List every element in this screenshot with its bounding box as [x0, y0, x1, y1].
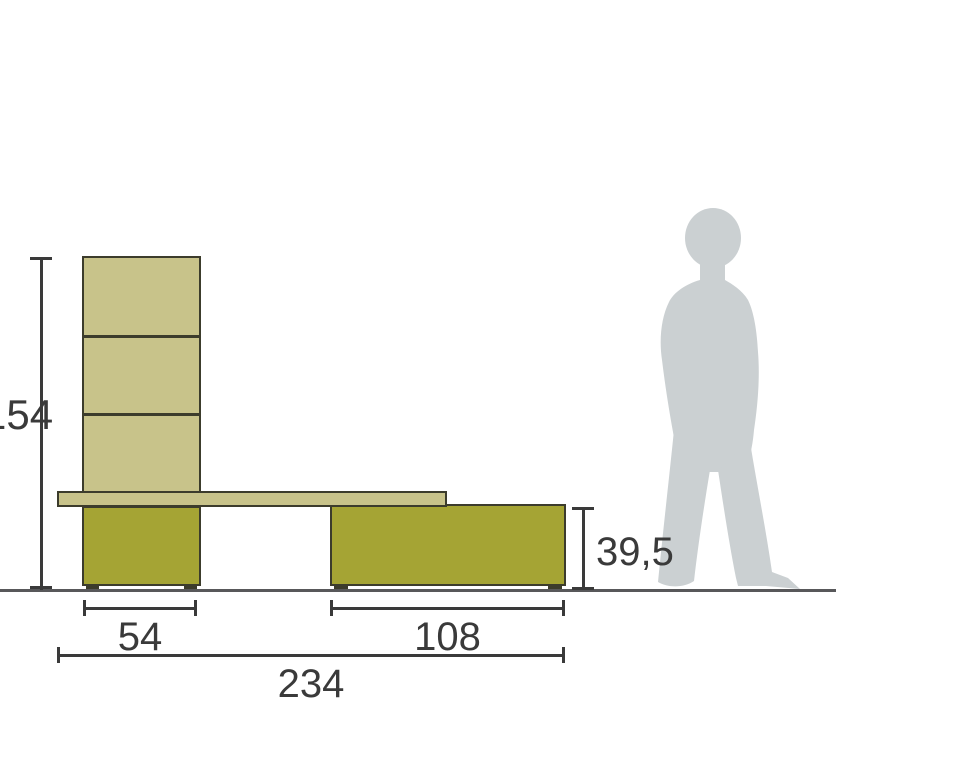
- silhouette-right-leg: [718, 430, 800, 589]
- dimension-cap: [30, 586, 52, 589]
- dimension-cap: [30, 257, 52, 260]
- floor-line: [0, 589, 836, 592]
- dimension-cap: [194, 600, 197, 616]
- dimension-label-right-width: 108: [414, 615, 481, 659]
- horizontal-shelf-panel: [57, 491, 447, 507]
- human-scale-silhouette: [658, 208, 800, 589]
- wall-column-unit: [82, 256, 201, 493]
- dimension-line: [40, 258, 43, 590]
- dimension-line: [582, 508, 585, 589]
- dimension-line: [330, 607, 565, 610]
- dimension-label-total-width: 234: [277, 662, 345, 706]
- dimension-line: [57, 654, 565, 657]
- silhouette-head: [685, 208, 741, 268]
- dimension-cap: [562, 600, 565, 616]
- left-base-cabinet: [82, 506, 201, 586]
- silhouette-left-leg: [658, 430, 710, 587]
- cabinet-foot: [184, 585, 197, 590]
- cabinet-foot: [86, 585, 99, 590]
- shelf-divider-line: [84, 413, 199, 416]
- dimension-cap: [562, 647, 565, 663]
- dimension-label-base-height: 39,5: [596, 530, 674, 574]
- dimension-cap: [83, 600, 86, 616]
- dimension-cap: [572, 507, 594, 510]
- dimension-cap: [57, 647, 60, 663]
- dimension-label-height: 154: [0, 391, 54, 438]
- cabinet-foot: [334, 584, 348, 589]
- right-base-cabinet: [330, 504, 566, 586]
- dimension-cap: [330, 600, 333, 616]
- dimension-line: [83, 607, 197, 610]
- dimension-label-left-width: 54: [117, 615, 163, 659]
- silhouette-torso: [660, 260, 759, 472]
- cabinet-foot: [548, 584, 562, 589]
- shelf-divider-line: [84, 335, 199, 338]
- dimension-cap: [572, 587, 594, 590]
